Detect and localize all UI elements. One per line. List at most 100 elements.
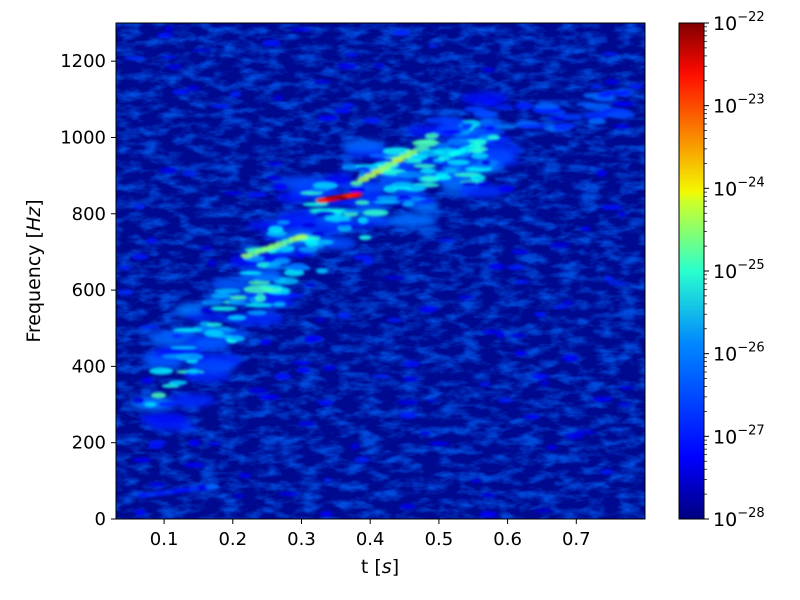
background-speckle — [336, 220, 352, 227]
background-speckle — [436, 238, 456, 242]
background-speckle — [166, 63, 183, 70]
chirp-blob — [403, 159, 423, 164]
chirp-haze-blob — [458, 184, 506, 198]
chirp-haze-blob — [340, 139, 386, 153]
chirp-blob — [471, 164, 497, 169]
background-speckle — [602, 51, 618, 56]
chirp-blob — [368, 153, 395, 158]
colorbar-tick-label: 10−25 — [713, 258, 765, 283]
colorbar-tick-label: 10−23 — [713, 93, 765, 118]
background-speckle — [476, 181, 490, 187]
chirp-blob — [424, 132, 440, 139]
chirp-haze-blob — [175, 302, 204, 317]
background-speckle — [374, 63, 385, 69]
background-speckle — [539, 380, 550, 387]
y-tick-label: 600 — [72, 280, 106, 301]
background-speckle — [233, 494, 246, 498]
background-speckle — [580, 226, 592, 231]
y-tick-label: 400 — [72, 356, 106, 377]
chirp-blob — [208, 306, 238, 311]
background-speckle — [134, 509, 147, 516]
background-speckle — [267, 162, 284, 166]
upper-track-blob — [479, 120, 502, 128]
background-speckle — [186, 85, 200, 91]
colorbar-tick-label: 10−26 — [713, 341, 765, 366]
upper-track-blob — [553, 122, 570, 132]
background-speckle — [498, 185, 515, 193]
chirp-blob — [247, 310, 267, 316]
x-axis: 0.1 0.2 0.3 0.4 0.5 0.6 0.7 — [150, 519, 591, 550]
background-speckle — [604, 276, 614, 282]
background-speckle — [523, 414, 541, 420]
chirp-blob — [239, 271, 262, 275]
background-speckle — [229, 91, 242, 98]
colorbar-tick-label: 10−28 — [713, 506, 765, 531]
chirp-blob — [343, 208, 360, 214]
background-speckle — [296, 367, 311, 374]
chirp-blob — [383, 185, 398, 193]
chirp-blob — [254, 293, 267, 303]
background-speckle — [482, 99, 498, 107]
upper-track-blob — [494, 105, 514, 110]
background-speckle — [349, 443, 360, 450]
background-speckle — [278, 492, 299, 496]
background-speckle — [470, 479, 481, 484]
background-speckle — [353, 254, 373, 261]
chirp-blob — [420, 168, 437, 174]
peak-core-blob — [335, 196, 346, 199]
background-speckle — [534, 311, 546, 318]
chirp-blob — [172, 328, 203, 333]
chirp-haze-blob — [169, 393, 216, 407]
chirp-haze-blob — [190, 359, 236, 374]
chirp-haze-blob — [144, 330, 195, 340]
background-speckle — [531, 373, 549, 380]
background-speckle — [561, 354, 579, 362]
background-speckle — [317, 399, 333, 406]
background-speckle — [480, 159, 491, 166]
plot-frame — [115, 22, 646, 520]
x-tick-label: 0.2 — [218, 529, 247, 550]
background-speckle — [238, 472, 252, 479]
chirp-blob — [302, 202, 329, 207]
background-speckle — [592, 396, 613, 403]
background-speckle — [443, 129, 462, 135]
feature-blob — [487, 134, 501, 141]
background-speckle — [345, 52, 359, 57]
background-speckle — [188, 439, 201, 447]
background-speckle — [514, 350, 527, 356]
chirp-haze-blob — [183, 312, 237, 321]
background-speckle — [337, 62, 357, 70]
chirp-blob — [253, 274, 282, 282]
chirp-blob — [283, 269, 305, 277]
background-speckle — [546, 445, 558, 450]
background-speckle — [248, 387, 268, 394]
background-speckle — [172, 89, 185, 95]
background-speckle — [482, 67, 495, 73]
background-speckle — [428, 44, 439, 48]
y-axis-label: Frequency [Hz] — [23, 199, 45, 342]
background-speckle — [161, 55, 177, 59]
chirp-blob — [304, 239, 319, 247]
feature-blob — [391, 157, 404, 164]
chirp-blob — [446, 138, 470, 146]
colorbar-ticks: 10−22 10−23 10−24 10−25 10−26 10−27 10−28 — [704, 10, 765, 531]
background-speckle — [305, 282, 316, 287]
chirp-blob — [433, 174, 452, 181]
background-speckle — [119, 265, 131, 270]
chirp-haze-blob — [140, 412, 189, 426]
background-speckle — [333, 107, 352, 114]
y-axis: 0 200 400 600 800 1000 1200 — [60, 51, 116, 530]
background-speckle — [131, 253, 149, 260]
feature-blob — [398, 153, 411, 160]
feature-blob — [473, 140, 487, 146]
background-speckle — [208, 441, 222, 446]
background-speckle — [349, 186, 365, 194]
feature-blob — [205, 483, 219, 490]
background-speckle — [510, 249, 529, 255]
x-tick-label: 0.1 — [150, 529, 179, 550]
plot-area — [115, 22, 646, 520]
background-speckle — [565, 432, 585, 440]
chirp-blob — [214, 288, 241, 294]
background-speckle — [386, 317, 403, 323]
chirp-blob — [309, 187, 329, 193]
